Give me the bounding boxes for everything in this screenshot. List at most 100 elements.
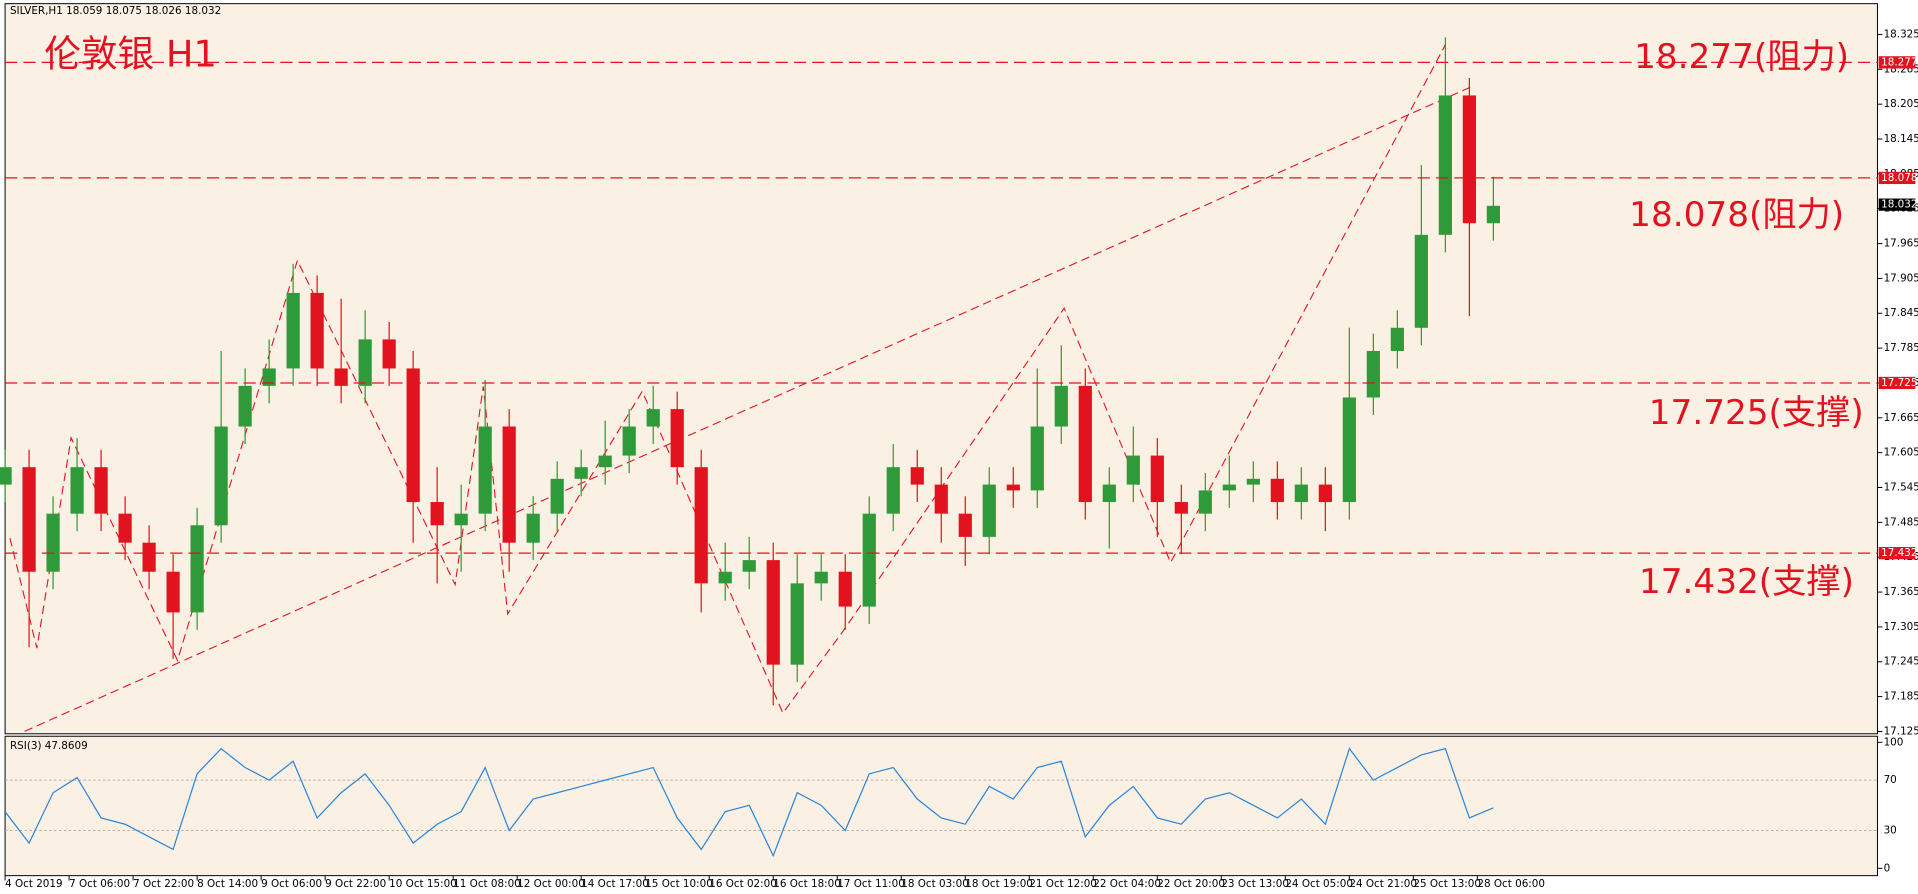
level-price-label: 17.432 bbox=[1881, 547, 1917, 559]
candle-body bbox=[886, 467, 900, 514]
y-tick-label: 70 bbox=[1884, 774, 1897, 786]
x-tick-label: 16 Oct 02:00 bbox=[709, 878, 777, 890]
candle-body bbox=[790, 583, 804, 665]
candle-body bbox=[334, 368, 348, 386]
candle-body bbox=[382, 339, 396, 369]
candle-body bbox=[1126, 455, 1140, 485]
candle-body bbox=[310, 292, 324, 369]
y-tick-label: 17.485 bbox=[1884, 516, 1918, 528]
candle-body bbox=[1414, 234, 1428, 328]
x-tick-label: 8 Oct 14:00 bbox=[197, 878, 258, 890]
y-tick-label: 17.185 bbox=[1884, 691, 1918, 703]
x-tick-label: 22 Oct 20:00 bbox=[1157, 878, 1225, 890]
current-price-box bbox=[1878, 198, 1916, 211]
candle-body bbox=[286, 292, 300, 369]
x-tick-label: 17 Oct 11:00 bbox=[837, 878, 905, 890]
candle-body bbox=[1342, 397, 1356, 503]
y-tick-label: 17.905 bbox=[1884, 272, 1918, 284]
y-tick-label: 17.785 bbox=[1884, 342, 1918, 354]
candle-body bbox=[1270, 478, 1284, 503]
y-tick-label: 18.145 bbox=[1884, 133, 1918, 145]
level-price-box bbox=[1878, 56, 1916, 69]
candle-body bbox=[766, 560, 780, 665]
zigzag bbox=[9, 43, 1447, 715]
candle-body bbox=[166, 571, 180, 613]
candle-body bbox=[718, 571, 732, 584]
candle-body bbox=[1198, 490, 1212, 514]
candle-body bbox=[670, 409, 684, 468]
level-annotation: 18.078(阻力) bbox=[1629, 195, 1844, 235]
y-tick-label: 17.545 bbox=[1884, 482, 1918, 494]
candle-body bbox=[1174, 502, 1188, 514]
x-tick-label: 9 Oct 06:00 bbox=[261, 878, 322, 890]
trend-lines bbox=[9, 43, 1475, 732]
candle-body bbox=[982, 484, 996, 537]
x-tick-label: 14 Oct 17:00 bbox=[581, 878, 649, 890]
candle-body bbox=[430, 502, 444, 526]
header: SILVER,H1 18.059 18.075 18.026 18.032 bbox=[10, 5, 221, 17]
candle-body bbox=[862, 513, 876, 607]
candle-body bbox=[454, 513, 468, 526]
candle-body bbox=[646, 409, 660, 427]
level-price-label: 18.078 bbox=[1881, 172, 1917, 184]
level-price-label: 17.725 bbox=[1881, 377, 1917, 389]
candle-body bbox=[70, 467, 84, 514]
candle-body bbox=[358, 339, 372, 386]
y-tick-label: 17.665 bbox=[1884, 412, 1918, 424]
candle-body bbox=[598, 455, 612, 468]
candle-body bbox=[910, 467, 924, 485]
x-tick-label: 23 Oct 13:00 bbox=[1221, 878, 1289, 890]
candle-body bbox=[694, 467, 708, 584]
candle-body bbox=[1486, 205, 1500, 224]
candle-body bbox=[1054, 385, 1068, 427]
y-tick-label: 100 bbox=[1884, 736, 1904, 748]
candle-body bbox=[214, 426, 228, 526]
x-tick-label: 4 Oct 2019 bbox=[5, 878, 63, 890]
level-annotation: 17.725(支撑) bbox=[1649, 393, 1864, 433]
x-tick-label: 18 Oct 03:00 bbox=[901, 878, 969, 890]
candle-body bbox=[958, 513, 972, 537]
y-tick-label: 17.365 bbox=[1884, 586, 1918, 598]
candle-body bbox=[1030, 426, 1044, 491]
y-tick-label: 17.305 bbox=[1884, 621, 1918, 633]
x-tick-label: 11 Oct 08:00 bbox=[453, 878, 521, 890]
x-tick-label: 12 Oct 00:00 bbox=[517, 878, 585, 890]
candle-body bbox=[550, 478, 564, 514]
candle-body bbox=[574, 467, 588, 479]
candle-body bbox=[94, 467, 108, 514]
level-annotation: 18.277(阻力) bbox=[1634, 37, 1849, 77]
y-tick-label: 0 bbox=[1884, 862, 1891, 874]
x-tick-label: 24 Oct 05:00 bbox=[1285, 878, 1353, 890]
candle-body bbox=[502, 426, 516, 543]
y-tick-label: 18.325 bbox=[1884, 28, 1918, 40]
candle-body bbox=[0, 467, 12, 485]
candle-body bbox=[1102, 484, 1116, 503]
candle-body bbox=[814, 571, 828, 584]
candle-body bbox=[118, 513, 132, 543]
candle-body bbox=[1462, 95, 1476, 224]
candle-body bbox=[622, 426, 636, 456]
rsi-title: RSI(3) 47.8609 bbox=[10, 740, 88, 752]
level-price-box bbox=[1878, 547, 1916, 560]
y-tick-label: 18.205 bbox=[1884, 98, 1918, 110]
x-tick-label: 18 Oct 19:00 bbox=[965, 878, 1033, 890]
candle-body bbox=[22, 467, 36, 572]
y-tick-label: 17.965 bbox=[1884, 238, 1918, 250]
candle-body bbox=[142, 542, 156, 572]
x-tick-label: 15 Oct 10:00 bbox=[645, 878, 713, 890]
candle-body bbox=[406, 368, 420, 503]
y-tick-label: 17.845 bbox=[1884, 307, 1918, 319]
y-tick-label: 17.125 bbox=[1884, 725, 1918, 737]
candle-body bbox=[1150, 455, 1164, 503]
candle-body bbox=[190, 525, 204, 613]
main-panel bbox=[4, 3, 1878, 735]
candle-body bbox=[262, 368, 276, 386]
trend-line bbox=[24, 85, 1475, 732]
x-tick-label: 24 Oct 21:00 bbox=[1349, 878, 1417, 890]
level-annotation: 17.432(支撑) bbox=[1639, 562, 1854, 602]
level-price-box bbox=[1878, 376, 1916, 390]
x-tick-label: 16 Oct 18:00 bbox=[773, 878, 841, 890]
candle-body bbox=[238, 385, 252, 427]
y-tick-label: 17.245 bbox=[1884, 656, 1918, 668]
